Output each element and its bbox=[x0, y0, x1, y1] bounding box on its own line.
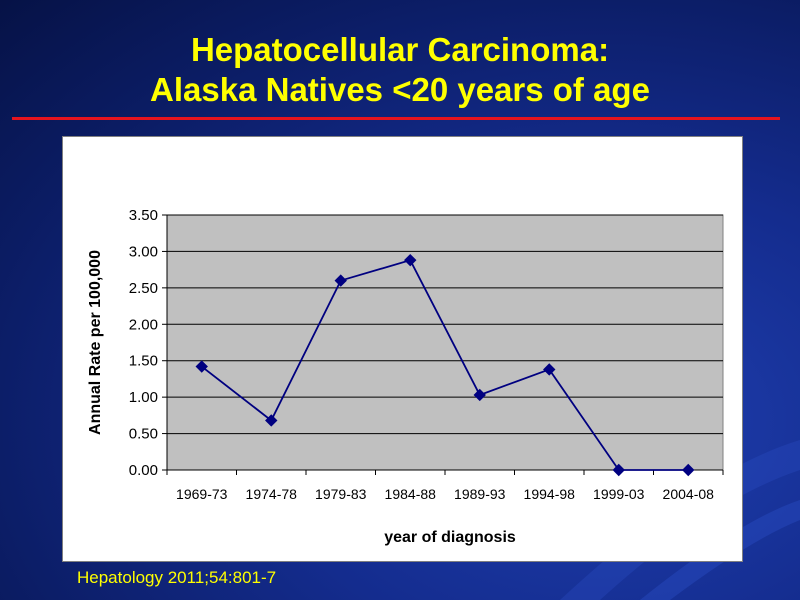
x-axis-label: year of diagnosis bbox=[384, 529, 516, 546]
data-point bbox=[543, 363, 556, 376]
data-point bbox=[473, 388, 486, 402]
data-point bbox=[265, 414, 278, 427]
y-tick-label: 0.50 bbox=[129, 426, 158, 443]
y-tick-label: 2.50 bbox=[129, 280, 158, 297]
y-tick-label: 3.00 bbox=[129, 243, 158, 260]
x-tick-label: 1999-03 bbox=[593, 486, 645, 502]
plot-background bbox=[166, 214, 724, 471]
x-tick-label: 1984-88 bbox=[385, 486, 437, 502]
x-tick-label: 1989-93 bbox=[454, 486, 506, 502]
y-tick-label: 3.50 bbox=[129, 207, 158, 224]
data-point bbox=[195, 360, 208, 373]
data-point bbox=[612, 463, 625, 477]
title-divider bbox=[12, 117, 780, 120]
y-tick-label: 1.00 bbox=[129, 389, 158, 406]
title-line-1: Hepatocellular Carcinoma: bbox=[190, 31, 610, 68]
data-point bbox=[404, 253, 417, 267]
title-line-2: Alaska Natives <20 years of age bbox=[150, 71, 650, 108]
data-point bbox=[334, 274, 347, 287]
line-chart: 0.00 0.50 1.00 1.50 2.00 2.50 3.00 3.50 1969-73 1… bbox=[87, 207, 724, 546]
citation: Hepatology 2011;54:801-7 bbox=[77, 568, 277, 587]
slide-title: Hepatocellular Carcinoma: Alaska Natives… bbox=[0, 30, 800, 110]
y-tick-label: 1.50 bbox=[129, 353, 158, 370]
y-tick-label: 2.00 bbox=[129, 316, 158, 333]
chart-area: 0.00 0.50 1.00 1.50 2.00 2.50 3.00 3.50 1969-73 1… bbox=[62, 136, 743, 562]
x-tick-label: 1979-83 bbox=[315, 486, 367, 502]
x-tick-label: 2004-08 bbox=[663, 486, 715, 502]
series-line bbox=[201, 259, 689, 471]
x-tick-label: 1974-78 bbox=[246, 486, 298, 502]
x-tick-label: 1994-98 bbox=[524, 486, 576, 502]
data-point bbox=[682, 463, 695, 477]
x-tick-label: 1969-73 bbox=[176, 486, 228, 502]
y-axis-label: Annual Rate per 100,000 bbox=[87, 250, 104, 435]
y-tick-label: 0.00 bbox=[129, 462, 158, 479]
